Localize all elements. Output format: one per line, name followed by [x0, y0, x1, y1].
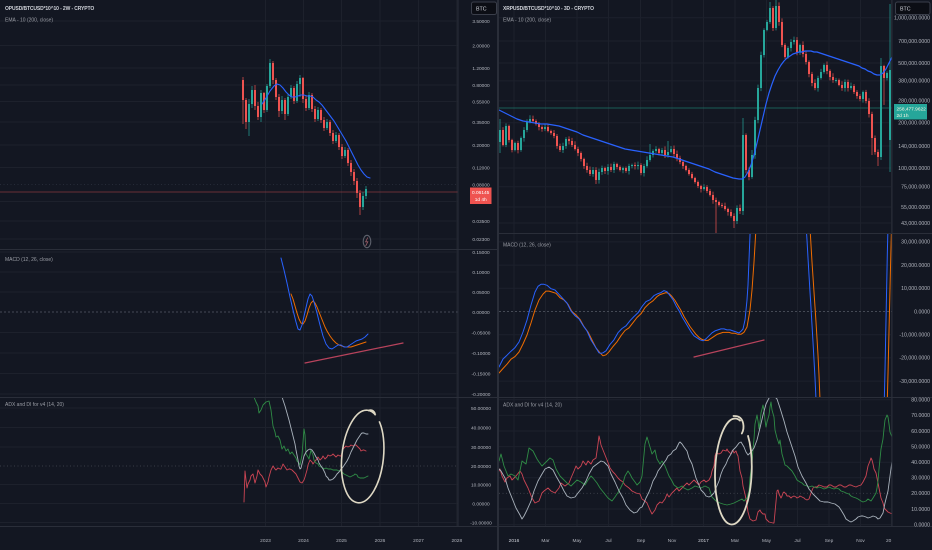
- svg-text:-10.00000: -10.00000: [470, 520, 492, 526]
- svg-text:2017: 2017: [698, 538, 709, 544]
- svg-text:OPUSD/BTCUSD*10^10 - 2W - CRYP: OPUSD/BTCUSD*10^10 - 2W - CRYPTO: [5, 6, 94, 12]
- svg-text:1d 4h: 1d 4h: [475, 197, 487, 203]
- svg-text:20,000.0000: 20,000.0000: [901, 263, 930, 269]
- svg-text:ADX and DI for v4 (14, 20): ADX and DI for v4 (14, 20): [503, 403, 562, 409]
- svg-text:MACD (12, 26, close): MACD (12, 26, close): [503, 243, 551, 249]
- svg-text:-0.10000: -0.10000: [472, 351, 491, 357]
- svg-text:40.00000: 40.00000: [471, 425, 491, 431]
- svg-text:0.0000: 0.0000: [914, 309, 930, 315]
- svg-text:Sep: Sep: [637, 538, 646, 544]
- svg-text:Sep: Sep: [825, 538, 834, 544]
- svg-text:Mar: Mar: [541, 538, 550, 544]
- svg-text:Jul: Jul: [605, 538, 611, 544]
- svg-text:2023: 2023: [260, 538, 271, 544]
- svg-text:MACD (12, 26, close): MACD (12, 26, close): [5, 257, 53, 263]
- svg-text:1,000,000.0000: 1,000,000.0000: [894, 16, 930, 22]
- svg-text:-0.20000: -0.20000: [472, 392, 491, 398]
- svg-text:-20,000.0000: -20,000.0000: [899, 356, 930, 362]
- svg-text:XRPUSD/BTCUSD*10^10 - 3D - CRY: XRPUSD/BTCUSD*10^10 - 3D - CRYPTO: [503, 6, 594, 12]
- svg-text:280,000.0000: 280,000.0000: [898, 99, 930, 105]
- svg-text:0.06145: 0.06145: [472, 190, 490, 196]
- svg-text:2026: 2026: [375, 538, 386, 544]
- svg-text:0.15000: 0.15000: [472, 250, 490, 256]
- svg-text:500,000.0000: 500,000.0000: [898, 61, 930, 67]
- svg-text:Mar: Mar: [731, 538, 740, 544]
- svg-text:258,477.9622: 258,477.9622: [897, 107, 927, 113]
- svg-text:140,000.0000: 140,000.0000: [898, 144, 930, 150]
- svg-text:700,000.0000: 700,000.0000: [898, 39, 930, 45]
- svg-text:BTC: BTC: [900, 7, 911, 13]
- svg-text:-30,000.0000: -30,000.0000: [899, 379, 930, 385]
- svg-text:0.00000: 0.00000: [472, 310, 490, 316]
- svg-text:30.00000: 30.00000: [471, 445, 491, 451]
- svg-text:EMA - 10 (200, close): EMA - 10 (200, close): [5, 18, 53, 24]
- svg-text:2016: 2016: [509, 538, 520, 544]
- svg-text:40.0000: 40.0000: [911, 460, 930, 466]
- svg-text:0.10000: 0.10000: [472, 270, 490, 276]
- svg-text:30,000.0000: 30,000.0000: [901, 240, 930, 246]
- svg-text:1.20000: 1.20000: [472, 66, 490, 72]
- svg-text:10.00000: 10.00000: [471, 482, 491, 488]
- svg-text:May: May: [572, 538, 582, 544]
- svg-text:0.35000: 0.35000: [472, 120, 490, 126]
- svg-text:ADX and DI for v4 (14, 20): ADX and DI for v4 (14, 20): [5, 402, 64, 408]
- svg-text:2028: 2028: [451, 538, 462, 544]
- svg-text:0.80000: 0.80000: [472, 83, 490, 89]
- svg-text:0.08000: 0.08000: [472, 182, 490, 188]
- svg-text:2.00000: 2.00000: [472, 43, 490, 49]
- svg-text:75,000.0000: 75,000.0000: [901, 185, 930, 191]
- svg-text:Nov: Nov: [668, 538, 677, 544]
- svg-text:Jul: Jul: [794, 538, 800, 544]
- svg-text:3.50000: 3.50000: [472, 19, 490, 25]
- svg-text:10,000.0000: 10,000.0000: [901, 286, 930, 292]
- svg-text:BTC: BTC: [476, 7, 487, 13]
- svg-text:50.0000: 50.0000: [911, 444, 930, 450]
- svg-text:0.0000: 0.0000: [914, 522, 930, 528]
- svg-text:43,000.0000: 43,000.0000: [901, 221, 930, 227]
- svg-text:-0.15000: -0.15000: [472, 371, 491, 377]
- svg-text:-0.05000: -0.05000: [472, 330, 491, 336]
- svg-text:0.00000: 0.00000: [472, 501, 490, 507]
- svg-text:55,000.0000: 55,000.0000: [901, 205, 930, 211]
- svg-text:-10,000.0000: -10,000.0000: [899, 333, 930, 339]
- svg-text:100,000.0000: 100,000.0000: [898, 166, 930, 172]
- svg-text:20.00000: 20.00000: [471, 464, 491, 470]
- svg-text:2d 1h: 2d 1h: [897, 113, 909, 119]
- svg-text:0.02300: 0.02300: [472, 237, 490, 243]
- svg-text:0.05000: 0.05000: [472, 290, 490, 296]
- svg-text:50.00000: 50.00000: [471, 406, 491, 412]
- svg-text:70.0000: 70.0000: [911, 413, 930, 419]
- svg-text:0.20000: 0.20000: [472, 143, 490, 149]
- svg-text:10.0000: 10.0000: [911, 507, 930, 513]
- svg-text:0.12000: 0.12000: [472, 165, 490, 171]
- svg-text:2024: 2024: [298, 538, 309, 544]
- svg-text:380,000.0000: 380,000.0000: [898, 79, 930, 85]
- svg-text:20.0000: 20.0000: [911, 491, 930, 497]
- svg-text:2027: 2027: [413, 538, 424, 544]
- svg-text:200,000.0000: 200,000.0000: [898, 121, 930, 127]
- svg-text:30.0000: 30.0000: [911, 476, 930, 482]
- svg-text:20: 20: [886, 538, 892, 544]
- svg-text:60.0000: 60.0000: [911, 429, 930, 435]
- svg-text:Nov: Nov: [856, 538, 865, 544]
- svg-text:80.0000: 80.0000: [911, 398, 930, 404]
- svg-text:0.03500: 0.03500: [472, 219, 490, 225]
- svg-text:May: May: [762, 538, 772, 544]
- svg-text:EMA - 10 (200, close): EMA - 10 (200, close): [503, 18, 551, 24]
- svg-text:0.55000: 0.55000: [472, 99, 490, 105]
- svg-text:2025: 2025: [336, 538, 347, 544]
